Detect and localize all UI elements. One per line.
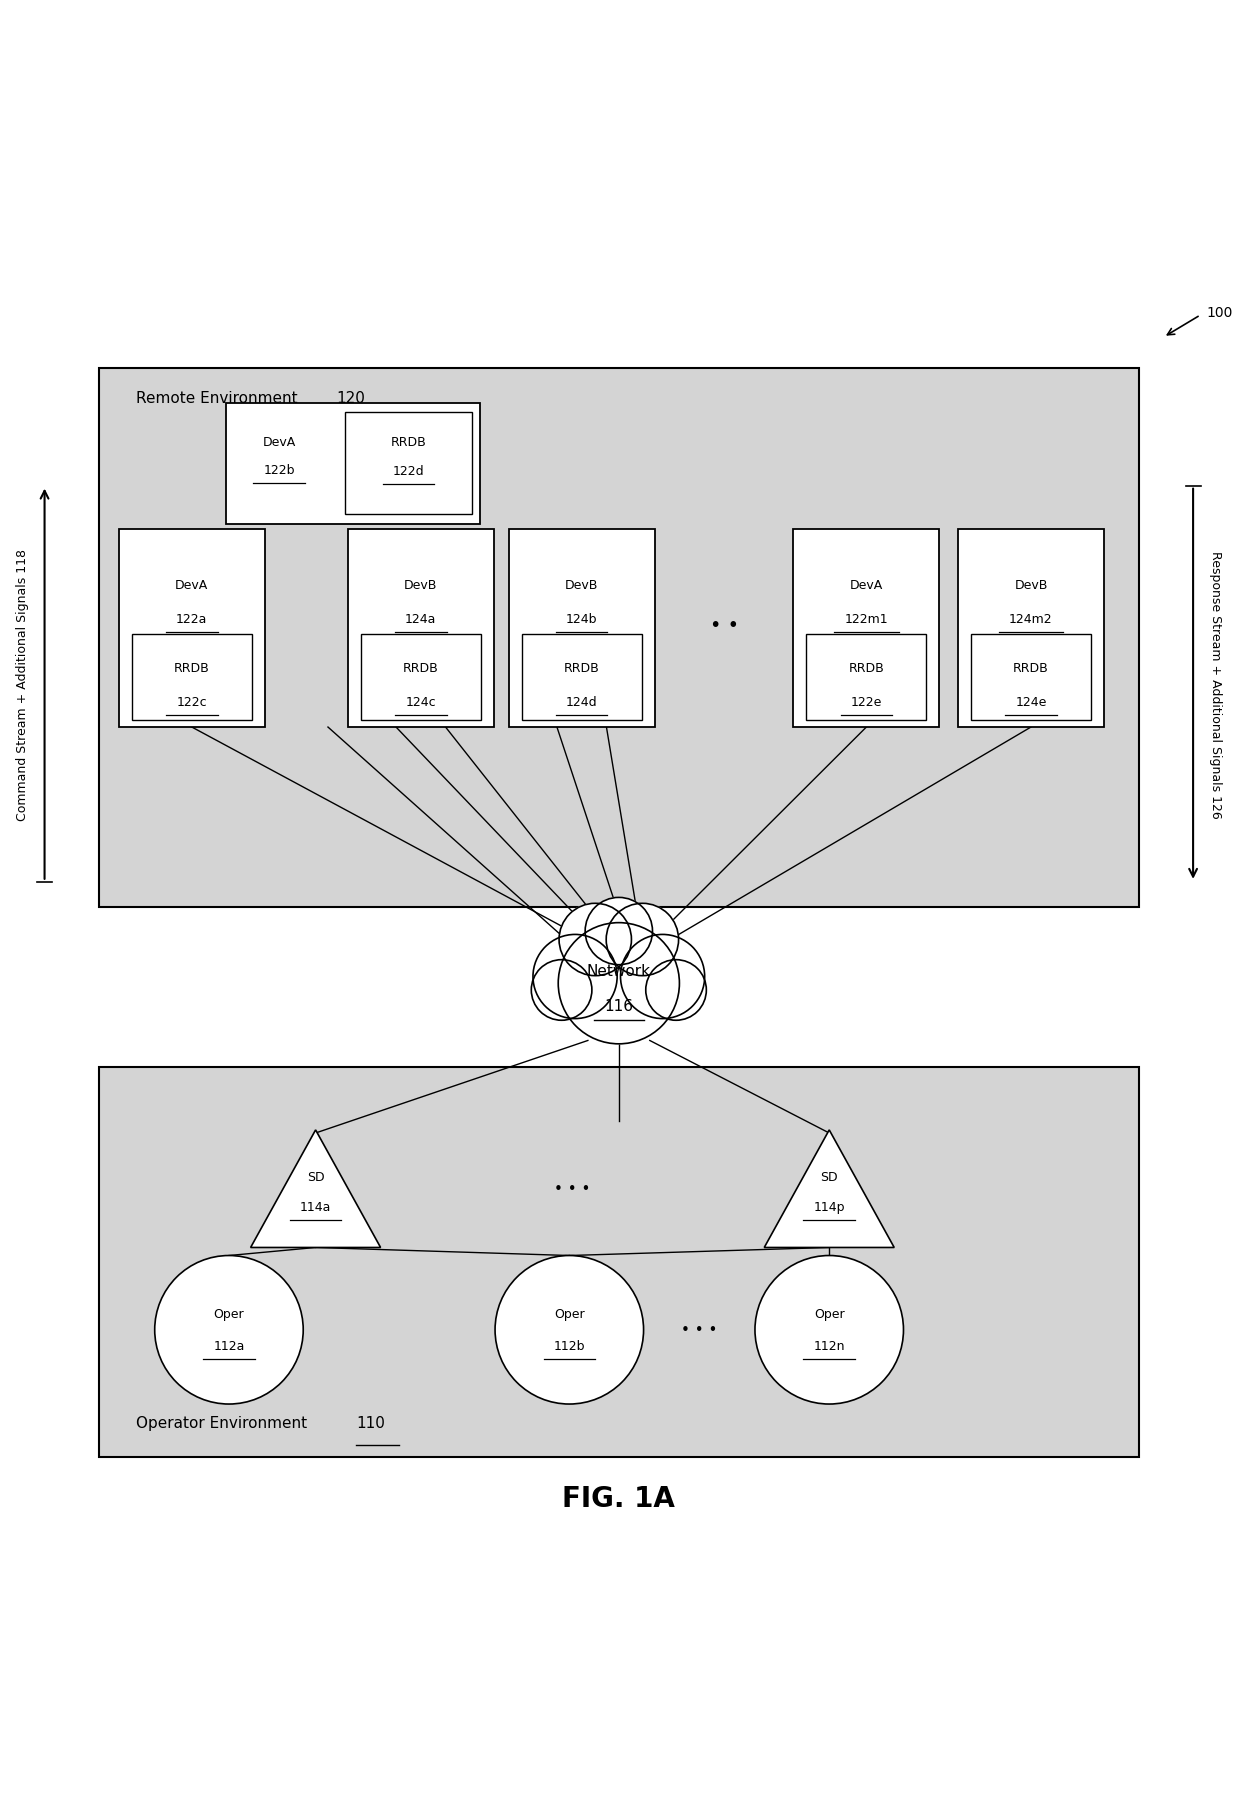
Bar (131, 635, 252, 720)
Bar (99, 1068, 1138, 1457)
Text: RRDB: RRDB (174, 662, 210, 675)
Bar (806, 635, 926, 720)
Text: FIG. 1A: FIG. 1A (563, 1484, 676, 1513)
Polygon shape (250, 1130, 381, 1248)
Text: 112a: 112a (213, 1339, 244, 1353)
Text: DevB: DevB (1014, 579, 1048, 591)
Text: 110: 110 (356, 1415, 386, 1429)
Text: RRDB: RRDB (848, 662, 884, 675)
Text: 122a: 122a (176, 613, 207, 626)
Text: RRDB: RRDB (1013, 662, 1049, 675)
Text: RRDB: RRDB (403, 662, 439, 675)
Text: DevA: DevA (849, 579, 883, 591)
Text: 112n: 112n (813, 1339, 844, 1353)
Polygon shape (764, 1130, 894, 1248)
Bar (99, 368, 1138, 907)
Bar (226, 403, 480, 524)
Text: 114a: 114a (300, 1199, 331, 1214)
Text: 120: 120 (336, 392, 366, 406)
Text: 122c: 122c (176, 695, 207, 709)
Circle shape (558, 923, 680, 1045)
Text: SD: SD (306, 1170, 325, 1183)
Circle shape (606, 903, 678, 976)
Text: 124m2: 124m2 (1009, 613, 1053, 626)
Circle shape (495, 1255, 644, 1404)
Bar (347, 530, 494, 727)
Text: Network: Network (587, 963, 651, 980)
Text: 112b: 112b (553, 1339, 585, 1353)
Text: 124e: 124e (1016, 695, 1047, 709)
Text: 116: 116 (604, 998, 634, 1014)
Circle shape (646, 960, 707, 1021)
Text: DevA: DevA (175, 579, 208, 591)
Circle shape (755, 1255, 904, 1404)
Text: DevA: DevA (263, 435, 296, 448)
Text: 122b: 122b (263, 464, 295, 477)
Text: RRDB: RRDB (391, 435, 427, 448)
Circle shape (531, 960, 591, 1021)
Text: SD: SD (821, 1170, 838, 1183)
Text: 122e: 122e (851, 695, 882, 709)
Text: 124d: 124d (565, 695, 598, 709)
Bar (345, 414, 472, 515)
Bar (971, 635, 1091, 720)
Text: Command Stream + Additional Signals 118: Command Stream + Additional Signals 118 (16, 548, 29, 820)
Text: Oper: Oper (554, 1308, 584, 1321)
Text: • • •: • • • (681, 1322, 718, 1337)
Text: RRDB: RRDB (564, 662, 600, 675)
Circle shape (585, 898, 652, 965)
Bar (959, 530, 1104, 727)
Text: 124a: 124a (405, 613, 436, 626)
Text: 114p: 114p (813, 1199, 844, 1214)
Text: 124c: 124c (405, 695, 436, 709)
Bar (508, 530, 655, 727)
Text: • • •: • • • (553, 1181, 590, 1197)
Text: DevB: DevB (565, 579, 599, 591)
Circle shape (533, 934, 618, 1019)
Bar (522, 635, 641, 720)
Text: Remote Environment: Remote Environment (136, 392, 303, 406)
Text: 124b: 124b (565, 613, 598, 626)
Bar (794, 530, 940, 727)
Circle shape (155, 1255, 304, 1404)
Circle shape (620, 934, 704, 1019)
Bar (119, 530, 265, 727)
Text: DevB: DevB (404, 579, 438, 591)
Text: Oper: Oper (213, 1308, 244, 1321)
Text: 100: 100 (1207, 307, 1233, 321)
Bar (361, 635, 481, 720)
Text: 122d: 122d (393, 464, 424, 479)
Circle shape (559, 903, 631, 976)
Text: Response Stream + Additional Signals 126: Response Stream + Additional Signals 126 (1209, 550, 1221, 818)
Text: 122m1: 122m1 (844, 613, 888, 626)
Text: Operator Environment: Operator Environment (136, 1415, 312, 1429)
Text: • •: • • (709, 615, 739, 635)
Text: Oper: Oper (813, 1308, 844, 1321)
